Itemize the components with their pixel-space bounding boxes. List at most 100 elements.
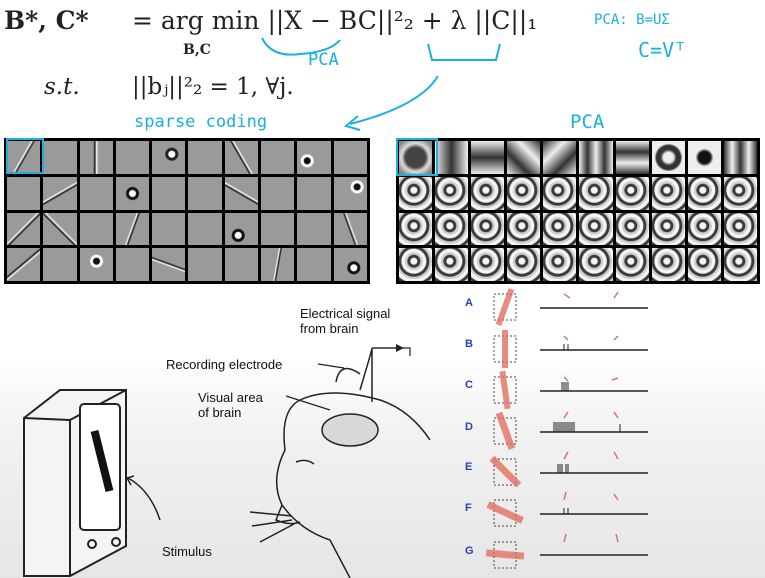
- basis-patch: [687, 248, 721, 281]
- basis-patch: [261, 248, 295, 281]
- sparse-coding-label: sparse coding: [134, 112, 268, 132]
- basis-patch: [579, 248, 613, 281]
- trial-letter: D: [465, 421, 473, 433]
- basis-patch: [471, 248, 505, 281]
- spikes-f: [563, 508, 569, 514]
- trial-letter: F: [465, 502, 472, 514]
- basis-patch: [471, 212, 505, 246]
- basis-patch: [471, 176, 505, 210]
- basis-patch: [79, 141, 113, 174]
- basis-patch: [188, 141, 222, 174]
- trial-responses: [485, 288, 648, 569]
- basis-patch: [224, 248, 259, 281]
- spikes-b: [563, 344, 569, 350]
- basis-patch: [261, 141, 295, 174]
- pca-top-right-annotation: PCA: B=UΣ: [594, 12, 670, 28]
- basis-patch: [687, 141, 721, 174]
- cat-experiment-illustration: [23, 344, 431, 578]
- argmin-subscript: B,C: [183, 42, 211, 58]
- receptive-field-a: [493, 288, 517, 326]
- basis-patch: [224, 176, 259, 210]
- equation-lhs: B*, C*: [4, 6, 89, 35]
- basis-patch: [152, 248, 186, 281]
- stimulus-bar: [90, 429, 114, 493]
- basis-patch: [723, 212, 757, 246]
- basis-patch: [224, 212, 259, 246]
- basis-patch: [297, 212, 331, 246]
- basis-patch: [43, 212, 77, 246]
- basis-patch: [79, 176, 113, 210]
- sparse-coding-basis-grid: [4, 138, 370, 284]
- stimulus-label: Stimulus: [162, 544, 212, 559]
- basis-patch: [297, 141, 331, 174]
- basis-patch: [7, 248, 41, 281]
- pca-basis-grid: [396, 138, 760, 284]
- basis-patch: [7, 141, 41, 174]
- constraint-equation: ||bⱼ||²₂ = 1, ∀j.: [132, 74, 294, 100]
- sparse-grid-highlight: [6, 138, 44, 174]
- basis-patch: [261, 212, 295, 246]
- basis-patch: [615, 248, 649, 281]
- basis-patch: [435, 212, 469, 246]
- pca-grid-title: PCA: [570, 111, 605, 133]
- recording-electrode-pointer: [317, 363, 345, 369]
- stimulus-arrow: [127, 477, 161, 521]
- basis-patch: [297, 176, 331, 210]
- visual-area-pointer: [285, 395, 331, 411]
- basis-patch: [507, 141, 541, 174]
- basis-patch: [43, 176, 77, 210]
- basis-patch: [651, 248, 685, 281]
- basis-patch: [507, 212, 541, 246]
- basis-patch: [115, 141, 150, 174]
- trial-letter: A: [465, 297, 473, 309]
- recording-electrode-label: Recording electrode: [166, 357, 283, 372]
- basis-patch: [579, 176, 613, 210]
- receptive-field-b: [493, 330, 517, 368]
- receptive-field-g: [485, 541, 525, 569]
- equation-main: = arg min ||X − BC||²₂ + λ ||C||₁: [132, 6, 538, 35]
- basis-patch: [152, 176, 186, 210]
- basis-patch: [152, 212, 186, 246]
- basis-patch: [43, 141, 77, 174]
- basis-patch: [579, 141, 613, 174]
- arrowhead-sparse: [343, 115, 361, 131]
- basis-patch: [543, 248, 577, 281]
- basis-patch: [471, 141, 505, 174]
- basis-patch: [543, 141, 577, 174]
- underbrace-c: [427, 43, 501, 61]
- basis-patch: [723, 141, 757, 174]
- pca-grid-highlight: [396, 138, 438, 176]
- basis-patch: [79, 212, 113, 246]
- basis-patch: [435, 248, 469, 281]
- basis-patch: [507, 176, 541, 210]
- electrical-signal-label: Electrical signal from brain: [300, 306, 391, 336]
- arrow-to-sparse: [349, 75, 439, 125]
- cat-drawing: [249, 347, 431, 578]
- basis-patch: [399, 212, 433, 246]
- receptive-field-d: [493, 411, 517, 450]
- basis-patch: [435, 176, 469, 210]
- basis-patch: [399, 141, 433, 174]
- basis-patch: [723, 176, 757, 210]
- basis-patch: [435, 141, 469, 174]
- basis-patch: [399, 176, 433, 210]
- trial-letter: B: [465, 338, 473, 350]
- receptive-field-f: [486, 499, 524, 527]
- basis-patch: [615, 141, 649, 174]
- visual-area-label: Visual area of brain: [198, 390, 263, 420]
- basis-patch: [399, 248, 433, 281]
- basis-patch: [333, 141, 367, 174]
- basis-patch: [297, 248, 331, 281]
- trial-letter: E: [465, 461, 473, 473]
- spikes-d: [553, 422, 621, 432]
- basis-patch: [115, 248, 150, 281]
- trial-letter: G: [465, 545, 474, 557]
- basis-patch: [687, 212, 721, 246]
- basis-patch: [615, 176, 649, 210]
- underbrace-bc: [261, 37, 341, 56]
- basis-patch: [43, 248, 77, 281]
- basis-patch: [115, 212, 150, 246]
- receptive-field-c: [493, 370, 517, 410]
- basis-patch: [651, 176, 685, 210]
- basis-patch: [651, 212, 685, 246]
